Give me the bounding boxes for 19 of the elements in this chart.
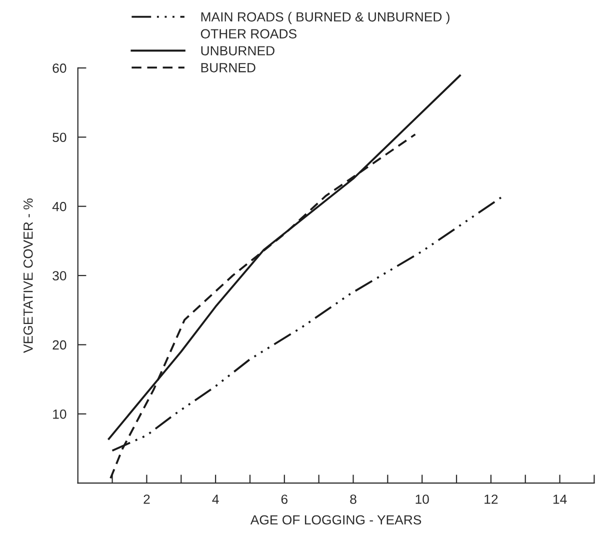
legend-label: UNBURNED bbox=[201, 46, 274, 56]
y-tick-label: 40 bbox=[52, 202, 66, 212]
x-tick-label: 10 bbox=[416, 494, 429, 504]
y-tick-label: 60 bbox=[52, 64, 66, 73]
y-tick-label: 30 bbox=[52, 271, 66, 280]
y-tick-label: 10 bbox=[53, 409, 66, 419]
x-tick-label: 14 bbox=[553, 494, 567, 504]
x-tick-label: 4 bbox=[212, 494, 219, 504]
x-tick-label: 2 bbox=[144, 494, 150, 504]
x-tick-label: 12 bbox=[484, 494, 498, 504]
text: OTHER ROADS bbox=[200, 29, 296, 38]
y-tick-label: 20 bbox=[52, 340, 66, 350]
legend-label: MAIN ROADS ( BURNED & UNBURNED ) bbox=[201, 12, 450, 24]
x-tick-label: 8 bbox=[350, 494, 356, 504]
legend-label: BURNED bbox=[201, 63, 256, 72]
x-tick-label: 6 bbox=[281, 494, 288, 504]
y-axis-title: VEGETATIVE COVER - % bbox=[23, 198, 33, 353]
y-tick-label: 50 bbox=[52, 132, 66, 142]
x-axis-title: AGE OF LOGGING - YEARS bbox=[250, 515, 422, 525]
